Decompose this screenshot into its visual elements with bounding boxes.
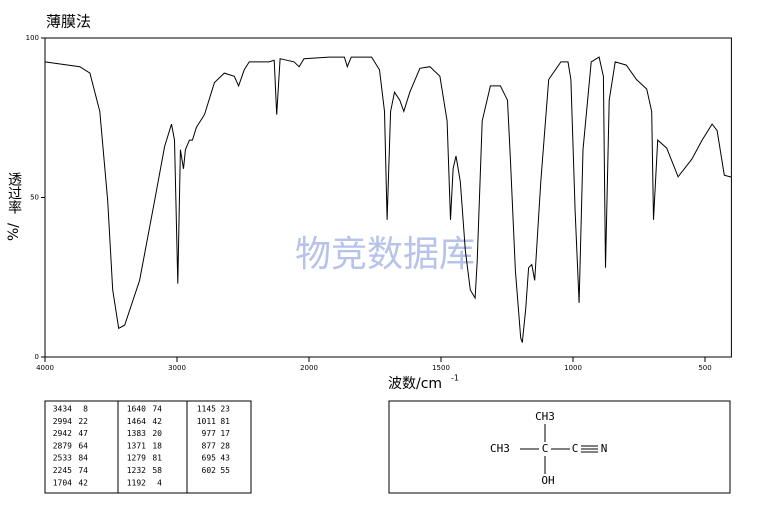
y-tick-label: 100 <box>26 34 39 42</box>
x-tick-label: 4000 <box>36 364 54 372</box>
table-cell: 4 <box>157 478 162 487</box>
x-tick-label: 1500 <box>432 364 450 372</box>
table-cell: 47 <box>78 429 88 438</box>
watermark: 物竞数据库 <box>295 234 475 275</box>
table-cell: 17 <box>220 429 230 438</box>
table-cell: 74 <box>152 405 162 414</box>
x-label: 波数/cm <box>388 376 442 392</box>
atom-label: CH3 <box>535 410 555 423</box>
chart-title: 薄膜法 <box>46 13 91 31</box>
atom-label: OH <box>541 474 554 487</box>
table-cell: 2245 <box>53 466 72 475</box>
table-cell: 1464 <box>127 417 146 426</box>
table-cell: 1279 <box>127 454 146 463</box>
atom-label: C <box>542 442 549 455</box>
table-cell: 977 <box>202 429 217 438</box>
structure-bonds <box>520 424 598 474</box>
table-cell: 20 <box>152 429 162 438</box>
table-cell: 1371 <box>127 441 146 450</box>
peak-table-frame <box>44 400 252 494</box>
table-cell: 695 <box>202 454 217 463</box>
y-tick-label: 50 <box>30 194 39 202</box>
table-cell: 1383 <box>127 429 146 438</box>
y-tick-label: 0 <box>35 353 39 361</box>
y-label: 透过率 <box>6 172 22 214</box>
table-cell: 23 <box>220 405 230 414</box>
table-cell: 2942 <box>53 429 72 438</box>
table-cell: 2533 <box>53 454 72 463</box>
table-cell: 64 <box>78 441 88 450</box>
x-tick-label: 2000 <box>300 364 318 372</box>
table-cell: 877 <box>202 441 217 450</box>
table-cell: 22 <box>78 417 88 426</box>
table-cell: 42 <box>152 417 162 426</box>
table-cell: 28 <box>220 441 230 450</box>
spectrum-line <box>44 56 732 343</box>
x-tick-label: 500 <box>698 364 711 372</box>
table-cell: 602 <box>202 466 217 475</box>
table-cell: 1011 <box>197 417 216 426</box>
structure-frame <box>388 400 731 494</box>
table-cell: 8 <box>83 405 88 414</box>
atom-label: C <box>572 442 579 455</box>
table-cell: 1232 <box>127 466 146 475</box>
table-cell: 81 <box>220 417 230 426</box>
table-cell: 2994 <box>53 417 72 426</box>
table-cell: 1192 <box>127 478 146 487</box>
table-cell: 1145 <box>197 405 216 414</box>
atom-label: N <box>601 442 608 455</box>
table-cell: 55 <box>220 466 230 475</box>
table-cell: 43 <box>220 454 230 463</box>
x-label-sup: -1 <box>451 374 459 383</box>
x-tick-label: 3000 <box>168 364 186 372</box>
table-cell: 81 <box>152 454 162 463</box>
table-cell: 74 <box>78 466 88 475</box>
table-cell: 58 <box>152 466 162 475</box>
table-cell: 2879 <box>53 441 72 450</box>
table-cell: 18 <box>152 441 162 450</box>
atom-label: CH3 <box>490 442 510 455</box>
table-cell: 3434 <box>53 405 72 414</box>
table-cell: 1640 <box>127 405 146 414</box>
y-unit: %/ <box>6 223 22 241</box>
table-cell: 1704 <box>53 478 72 487</box>
x-tick-label: 1000 <box>564 364 582 372</box>
table-cell: 42 <box>78 478 88 487</box>
table-cell: 84 <box>78 454 88 463</box>
